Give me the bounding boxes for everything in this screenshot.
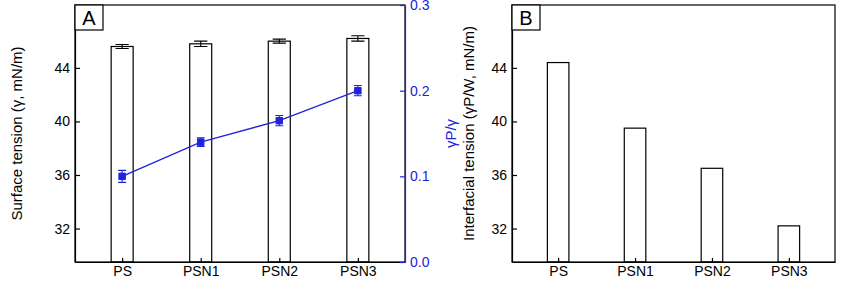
y-axis-tick-label: 40: [54, 113, 70, 129]
y-axis-title: Surface tension (γ, mN/m): [8, 46, 25, 220]
y2-axis-tick-label: 0.1: [410, 168, 430, 184]
x-axis-tick: PSN3: [340, 258, 377, 279]
bar: [778, 226, 800, 262]
x-axis-tick-mark: [122, 258, 123, 262]
y2-axis-tick: 0.0: [400, 254, 430, 270]
y-axis-tick-mark: [512, 228, 517, 229]
x-axis-tick-mark: [712, 258, 713, 262]
x-axis-tick-mark: [201, 258, 202, 262]
y-axis-tick: 44: [491, 60, 517, 76]
error-bar: [197, 138, 205, 147]
x-axis-tick-label: PSN1: [617, 263, 654, 279]
error-bar: [194, 41, 207, 46]
error-bar: [275, 116, 283, 126]
panel: 32 36 40 44 PS PSN1 PSN2 PSN3 0.0 0.1 0.2 0.3 γP/γ Su…: [8, 0, 459, 279]
y2-axis-tick-mark: [400, 5, 405, 6]
x-axis: PS PSN1 PSN2 PSN3: [76, 258, 406, 279]
y-axis-tick: 44: [54, 60, 80, 76]
y2-axis-tick-label: 0.3: [410, 0, 430, 13]
y-axis-tick-mark: [75, 175, 80, 176]
y-axis-tick: 36: [54, 167, 80, 183]
y-axis-tick-label: 36: [491, 167, 507, 183]
y2-axis-tick: 0.3: [400, 0, 430, 13]
error-bar: [118, 170, 126, 182]
plot-area: [111, 36, 369, 262]
panel-label-box: [75, 5, 103, 30]
error-bar: [273, 39, 286, 43]
y-axis-line: [75, 6, 76, 263]
bar: [624, 128, 646, 262]
y-axis-tick-mark: [512, 68, 517, 69]
x-axis-tick-label: PSN3: [771, 263, 808, 279]
bar: [111, 46, 133, 262]
line: [122, 91, 358, 177]
y2-axis-tick-label: 0.2: [410, 83, 430, 99]
panel-label-box: [512, 5, 540, 30]
y-axis-tick-mark: [75, 68, 80, 69]
panel: 32 36 40 44 PS PSN1 PSN2 PSN3 Interfacial tensio…: [460, 5, 836, 279]
bar: [701, 168, 723, 262]
y2-axis-tick: 0.2: [400, 83, 430, 99]
plot-area: [547, 63, 799, 262]
y-axis-tick: 36: [491, 167, 517, 183]
y-axis-tick: 32: [491, 221, 517, 237]
y-axis-tick-mark: [512, 175, 517, 176]
y2-axis-tick-mark: [400, 91, 405, 92]
y-axis-title: Interfacial tension (γP/W, mN/m): [460, 26, 477, 241]
bar: [268, 41, 290, 262]
figure: 32 36 40 44 PS PSN1 PSN2 PSN3 0.0 0.1 0.2 0.3 γP/γ Su…: [0, 0, 843, 284]
x-axis-tick-label: PS: [113, 263, 132, 279]
x-axis-tick-mark: [358, 258, 359, 262]
bar: [547, 63, 569, 262]
plot-frame: [75, 5, 405, 262]
x-axis-tick: PSN2: [261, 258, 298, 279]
y2-axis-line: [405, 6, 406, 263]
error-bar: [116, 44, 129, 48]
x-axis-tick: PSN3: [771, 258, 808, 279]
bar: [190, 44, 212, 262]
y-axis-tick: 32: [54, 221, 80, 237]
y-axis-tick-mark: [512, 121, 517, 122]
x-axis-tick-label: PS: [549, 263, 568, 279]
x-axis-tick-mark: [279, 258, 280, 262]
y2-axis: 0.0 0.1 0.2 0.3: [400, 0, 430, 270]
bar: [347, 38, 369, 262]
x-axis-tick: PS: [549, 258, 568, 279]
y-axis-tick-mark: [75, 121, 80, 122]
y-axis: 32 36 40 44: [54, 6, 80, 263]
y-axis-tick-label: 32: [54, 221, 70, 237]
y-axis-tick-label: 36: [54, 167, 70, 183]
x-axis-tick-label: PSN2: [694, 263, 731, 279]
y2-axis-tick: 0.1: [400, 168, 430, 184]
x-axis-tick-label: PSN3: [340, 263, 377, 279]
x-axis-tick-mark: [635, 258, 636, 262]
panel-label: A: [82, 7, 96, 29]
y2-axis-tick-mark: [400, 176, 405, 177]
panel-label: B: [519, 7, 532, 29]
error-bar: [354, 86, 362, 96]
y-axis-line: [512, 6, 513, 263]
plot-frame: [512, 5, 835, 262]
x-axis-tick: PSN1: [183, 258, 220, 279]
x-axis: PS PSN1 PSN2 PSN3: [513, 258, 836, 279]
y2-axis-title: γP/γ: [442, 118, 459, 148]
x-axis-tick-mark: [789, 258, 790, 262]
x-axis-tick: PSN1: [617, 258, 654, 279]
error-bar: [351, 36, 364, 41]
y2-axis-tick-label: 0.0: [410, 254, 430, 270]
x-axis-tick-label: PSN2: [261, 263, 298, 279]
y-axis-tick: 40: [491, 113, 517, 129]
y-axis-tick-label: 32: [491, 221, 507, 237]
y2-axis-tick-mark: [400, 262, 405, 263]
x-axis-tick: PSN2: [694, 258, 731, 279]
x-axis-tick: PS: [113, 258, 132, 279]
y-axis-tick-mark: [75, 228, 80, 229]
y-axis: 32 36 40 44: [491, 6, 517, 263]
x-axis-tick-label: PSN1: [183, 263, 220, 279]
y-axis-tick: 40: [54, 113, 80, 129]
y-axis-tick-label: 44: [54, 60, 70, 76]
y-axis-tick-label: 40: [491, 113, 507, 129]
y-axis-tick-label: 44: [491, 60, 507, 76]
x-axis-tick-mark: [558, 258, 559, 262]
